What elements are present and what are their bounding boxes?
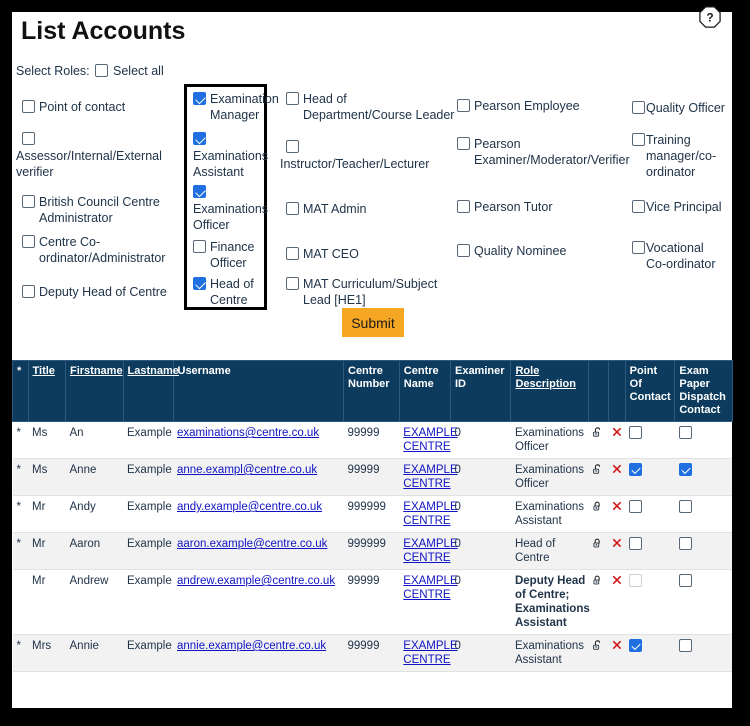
svg-text:?: ? — [706, 11, 713, 25]
